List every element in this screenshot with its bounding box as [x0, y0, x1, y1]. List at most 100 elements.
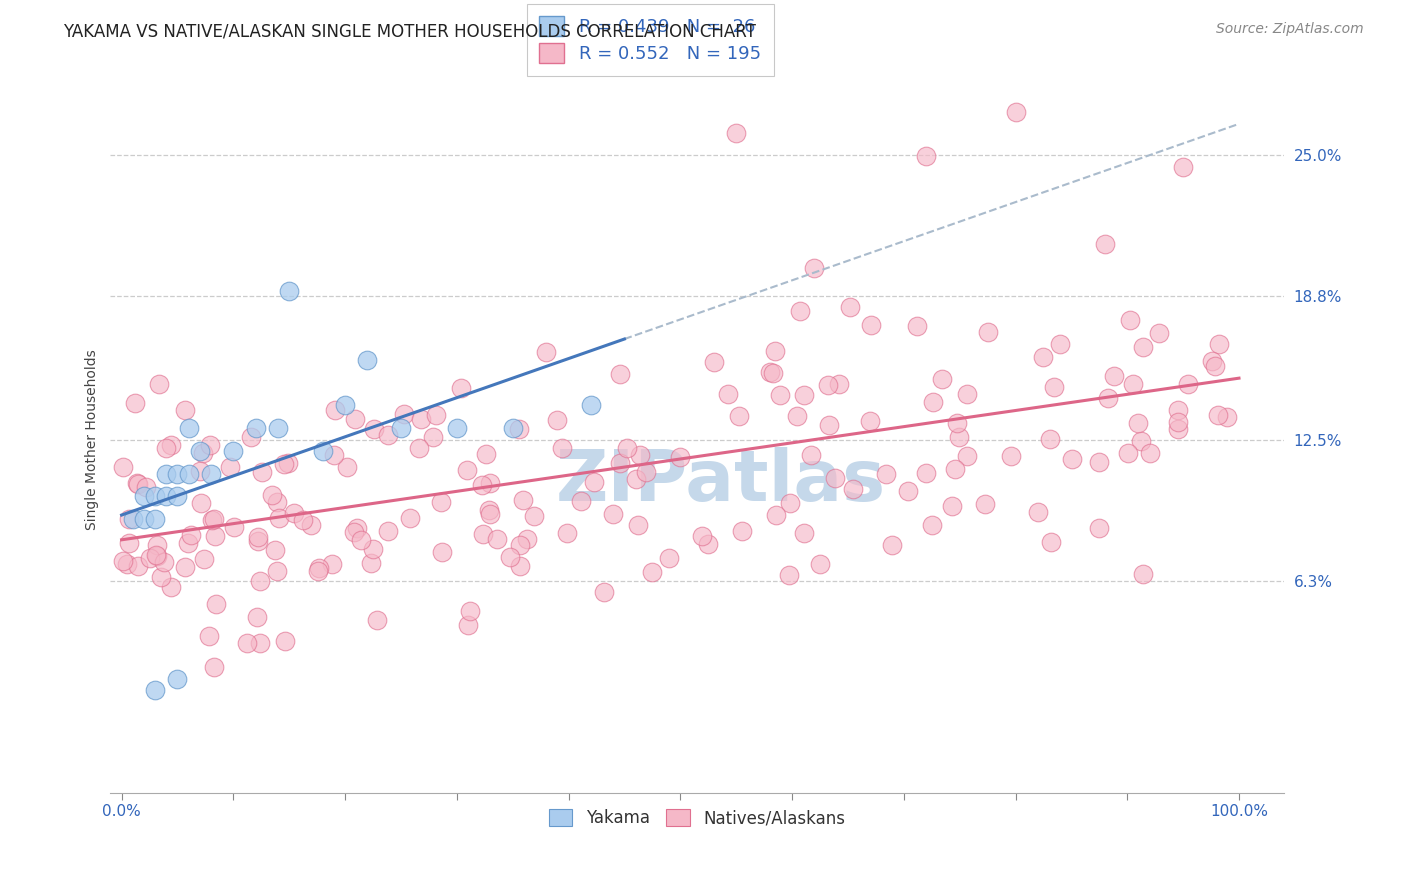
Point: [779, 496, 801, 510]
Point: [1088, 521, 1111, 535]
Point: [1102, 368, 1125, 383]
Point: [956, 386, 979, 401]
Point: [1094, 236, 1116, 251]
Point: [291, 513, 314, 527]
Point: [377, 524, 399, 538]
Point: [475, 447, 498, 461]
Point: [1167, 415, 1189, 429]
Point: [602, 508, 624, 522]
Point: [1139, 446, 1161, 460]
Point: [842, 482, 865, 496]
Point: [1208, 337, 1230, 351]
Point: [1060, 452, 1083, 467]
Point: [609, 456, 631, 470]
Point: [762, 366, 785, 380]
Point: [1215, 410, 1237, 425]
Point: [360, 556, 382, 570]
Point: [235, 636, 257, 650]
Point: [322, 448, 344, 462]
Point: [478, 503, 501, 517]
Point: [839, 300, 862, 314]
Point: [155, 467, 177, 481]
Point: [793, 526, 815, 541]
Point: [177, 421, 200, 435]
Point: [121, 512, 143, 526]
Text: Source: ZipAtlas.com: Source: ZipAtlas.com: [1216, 22, 1364, 37]
Point: [155, 490, 177, 504]
Point: [1122, 376, 1144, 391]
Point: [127, 558, 149, 573]
Point: [267, 511, 290, 525]
Point: [769, 387, 792, 401]
Point: [616, 441, 638, 455]
Point: [546, 413, 568, 427]
Point: [145, 548, 167, 562]
Point: [1116, 446, 1139, 460]
Point: [149, 570, 172, 584]
Point: [205, 597, 228, 611]
Point: [111, 460, 134, 475]
Point: [789, 303, 811, 318]
Point: [160, 438, 183, 452]
Point: [915, 149, 938, 163]
Point: [155, 442, 177, 456]
Point: [534, 344, 557, 359]
Point: [245, 421, 267, 435]
Point: [641, 565, 664, 579]
Point: [177, 536, 200, 550]
Point: [472, 526, 495, 541]
Point: [471, 478, 494, 492]
Point: [180, 528, 202, 542]
Point: [977, 325, 1000, 339]
Point: [138, 551, 160, 566]
Point: [198, 629, 221, 643]
Point: [250, 466, 273, 480]
Point: [1039, 432, 1062, 446]
Point: [135, 480, 157, 494]
Point: [343, 412, 366, 426]
Point: [124, 396, 146, 410]
Point: [446, 421, 468, 435]
Point: [609, 367, 631, 381]
Point: [146, 549, 169, 563]
Point: [166, 672, 188, 686]
Point: [763, 343, 786, 358]
Point: [628, 448, 651, 462]
Point: [828, 376, 851, 391]
Point: [350, 533, 373, 547]
Point: [569, 494, 592, 508]
Point: [955, 450, 977, 464]
Point: [778, 568, 800, 582]
Point: [399, 510, 422, 524]
Point: [321, 557, 343, 571]
Point: [323, 403, 346, 417]
Point: [246, 534, 269, 549]
Point: [793, 387, 815, 401]
Point: [1039, 535, 1062, 549]
Point: [132, 490, 155, 504]
Point: [583, 475, 606, 489]
Point: [246, 610, 269, 624]
Point: [555, 526, 578, 541]
Point: [193, 552, 215, 566]
Point: [430, 545, 453, 559]
Point: [277, 457, 299, 471]
Point: [143, 490, 166, 504]
Point: [264, 542, 287, 557]
Point: [198, 438, 221, 452]
Point: [478, 475, 501, 490]
Point: [479, 507, 502, 521]
Point: [224, 520, 246, 534]
Point: [717, 386, 740, 401]
Point: [1201, 353, 1223, 368]
Point: [363, 422, 385, 436]
Point: [875, 467, 897, 481]
Point: [456, 462, 478, 476]
Point: [1132, 566, 1154, 581]
Point: [786, 409, 808, 423]
Point: [897, 484, 920, 499]
Point: [249, 636, 271, 650]
Point: [308, 560, 330, 574]
Point: [915, 466, 938, 480]
Point: [366, 613, 388, 627]
